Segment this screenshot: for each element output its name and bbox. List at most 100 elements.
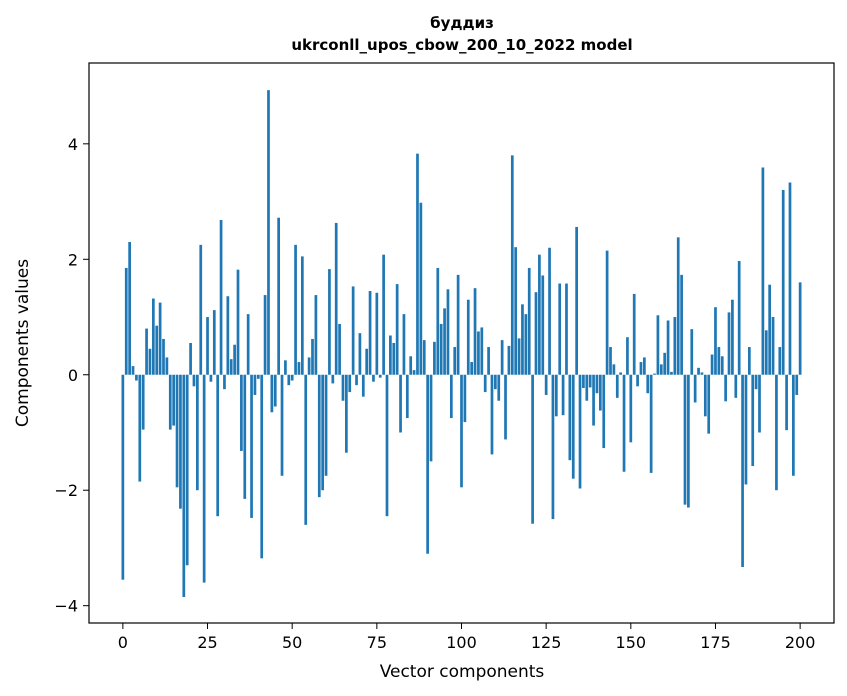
bar — [314, 295, 318, 375]
bar — [185, 374, 189, 566]
bar — [487, 347, 490, 375]
bar — [598, 374, 602, 411]
bar — [236, 269, 240, 375]
bar — [656, 315, 660, 375]
bar — [690, 329, 694, 375]
bar — [405, 374, 409, 419]
bar — [697, 367, 700, 375]
bar — [158, 302, 162, 375]
bar — [439, 323, 443, 375]
bar — [429, 374, 433, 462]
bar — [426, 374, 429, 554]
bar — [297, 362, 301, 375]
bar — [643, 357, 646, 375]
bar — [389, 335, 392, 375]
bar — [754, 374, 758, 390]
bar — [653, 373, 656, 375]
bar — [378, 374, 382, 378]
bar — [490, 374, 494, 455]
bar — [338, 323, 341, 375]
bar — [676, 237, 680, 375]
bar — [758, 374, 761, 433]
bar — [402, 314, 406, 375]
bar — [321, 374, 325, 491]
bar — [544, 374, 548, 395]
bar — [460, 374, 463, 488]
bar — [422, 340, 426, 375]
bar — [609, 347, 612, 375]
bar — [534, 292, 538, 375]
bar — [592, 374, 595, 426]
bar — [270, 374, 274, 413]
bar — [541, 275, 545, 375]
bar — [663, 352, 667, 375]
y-axis-ticks: −4 −2 0 2 4 — [54, 135, 89, 616]
bar — [368, 291, 372, 375]
bar — [331, 374, 335, 384]
bar — [253, 374, 257, 395]
bar — [189, 343, 192, 375]
bar — [294, 244, 297, 375]
bar — [351, 286, 355, 375]
bar — [483, 374, 487, 393]
bar — [304, 374, 308, 525]
bar — [781, 190, 785, 375]
bar — [744, 374, 748, 485]
bar — [473, 288, 477, 375]
y-tick-label: 2 — [68, 250, 78, 269]
bar — [615, 374, 619, 398]
bar — [683, 374, 687, 505]
bar — [724, 374, 727, 402]
bar — [463, 374, 467, 423]
bar — [531, 374, 534, 524]
bar — [751, 374, 755, 466]
bar — [517, 338, 521, 375]
bar — [521, 304, 524, 375]
bar — [514, 247, 518, 375]
bar — [328, 269, 331, 375]
bar — [666, 320, 670, 375]
bar — [575, 226, 578, 375]
bar — [375, 292, 379, 375]
bar — [632, 293, 636, 375]
bar — [206, 317, 209, 375]
bar — [602, 374, 606, 449]
bar — [605, 250, 609, 375]
bar — [771, 317, 775, 375]
bar — [124, 267, 128, 375]
bar — [700, 372, 704, 375]
x-tick-label: 25 — [197, 633, 217, 652]
bar — [646, 374, 650, 394]
bar — [240, 374, 243, 451]
bar — [196, 374, 199, 491]
bar — [639, 362, 643, 375]
bar — [792, 374, 795, 476]
bar — [433, 341, 436, 375]
y-axis-label: Components values — [13, 259, 33, 427]
bar — [798, 282, 802, 375]
x-tick-label: 100 — [446, 633, 477, 652]
bar — [250, 374, 253, 518]
bar — [578, 374, 582, 489]
bar — [392, 343, 396, 375]
x-tick-label: 175 — [700, 633, 731, 652]
bar — [419, 202, 423, 375]
bar — [497, 374, 501, 401]
bar — [179, 374, 182, 509]
bar — [358, 333, 362, 375]
bar — [785, 374, 788, 431]
bar — [385, 374, 389, 517]
bar — [707, 374, 711, 434]
bar — [477, 331, 480, 375]
bar — [710, 354, 714, 375]
bar — [168, 374, 172, 430]
bar — [720, 356, 724, 375]
bar — [287, 374, 291, 386]
bar — [209, 374, 213, 382]
bar — [612, 364, 616, 375]
x-tick-label: 125 — [531, 633, 562, 652]
y-tick-label: 0 — [68, 366, 78, 385]
bar — [741, 374, 744, 567]
bar — [582, 374, 585, 389]
bar — [219, 220, 223, 375]
